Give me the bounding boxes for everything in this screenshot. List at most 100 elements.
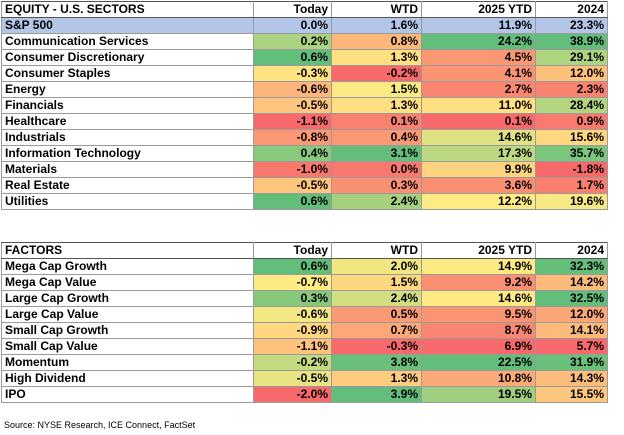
value-cell: -0.5% [253, 370, 332, 387]
factors-header-row: FACTORS Today WTD 2025 YTD 2024 [1, 242, 608, 259]
value-cell: 1.3% [331, 49, 422, 66]
value-cell: -0.8% [253, 129, 332, 146]
value-cell: 14.6% [421, 290, 536, 307]
value-cell: 1.3% [331, 97, 422, 114]
row-label: Large Cap Growth [1, 290, 254, 307]
table-row: Mega Cap Value -0.7% 1.5% 9.2% 14.2% [1, 274, 608, 291]
value-cell: 4.5% [421, 49, 536, 66]
value-cell: 6.9% [421, 338, 536, 355]
table-row: High Dividend -0.5% 1.3% 10.8% 14.3% [1, 370, 608, 387]
sectors-table-body: EQUITY - U.S. SECTORS Today WTD 2025 YTD 202… [1, 1, 608, 210]
value-cell: 1.7% [535, 177, 608, 194]
row-label: Momentum [1, 354, 254, 371]
table-row: Real Estate -0.5% 0.3% 3.6% 1.7% [1, 177, 608, 194]
sectors-title: EQUITY - U.S. SECTORS [1, 1, 254, 18]
value-cell: 14.2% [535, 274, 608, 291]
value-cell: 5.7% [535, 338, 608, 355]
table-row: Small Cap Growth -0.9% 0.7% 8.7% 14.1% [1, 322, 608, 339]
value-cell: 1.3% [331, 370, 422, 387]
value-cell: -0.5% [253, 177, 332, 194]
value-cell: 0.3% [331, 177, 422, 194]
table-row: Utilities 0.6% 2.4% 12.2% 19.6% [1, 193, 608, 210]
value-cell: 17.3% [421, 145, 536, 162]
value-cell: 10.8% [421, 370, 536, 387]
row-label: Real Estate [1, 177, 254, 194]
value-cell: 22.5% [421, 354, 536, 371]
table-row: Healthcare -1.1% 0.1% 0.1% 0.9% [1, 113, 608, 130]
table-row: Consumer Discretionary 0.6% 1.3% 4.5% 29.1% [1, 49, 608, 66]
row-label: Consumer Discretionary [1, 49, 254, 66]
value-cell: 0.2% [253, 33, 332, 50]
value-cell: -0.7% [253, 274, 332, 291]
value-cell: 0.8% [331, 33, 422, 50]
table-row: Momentum -0.2% 3.8% 22.5% 31.9% [1, 354, 608, 371]
factors-table-body: FACTORS Today WTD 2025 YTD 2024 Mega Cap Grow… [1, 242, 608, 403]
value-cell: 0.3% [253, 290, 332, 307]
row-label: Energy [1, 81, 254, 98]
row-label: Small Cap Growth [1, 322, 254, 339]
value-cell: 1.5% [331, 81, 422, 98]
value-cell: 15.5% [535, 386, 608, 403]
table-row: Energy -0.6% 1.5% 2.7% 2.3% [1, 81, 608, 98]
value-cell: -1.1% [253, 113, 332, 130]
value-cell: 28.4% [535, 97, 608, 114]
value-cell: 0.1% [331, 113, 422, 130]
sectors-table: EQUITY - U.S. SECTORS Today WTD 2025 YTD 202… [1, 1, 608, 210]
value-cell: 2.0% [331, 258, 422, 275]
value-cell: 0.0% [253, 17, 332, 34]
value-cell: -0.2% [253, 354, 332, 371]
value-cell: 0.0% [331, 161, 422, 178]
value-cell: 2.4% [331, 290, 422, 307]
column-header: 2025 YTD [421, 242, 536, 259]
value-cell: -0.9% [253, 322, 332, 339]
benchmark-row: S&P 500 0.0% 1.6% 11.9% 23.3% [1, 17, 608, 34]
value-cell: 3.6% [421, 177, 536, 194]
value-cell: 31.9% [535, 354, 608, 371]
value-cell: 14.1% [535, 322, 608, 339]
table-row: Small Cap Value -1.1% -0.3% 6.9% 5.7% [1, 338, 608, 355]
value-cell: 2.4% [331, 193, 422, 210]
column-header: Today [253, 1, 332, 18]
value-cell: 9.2% [421, 274, 536, 291]
row-label: Materials [1, 161, 254, 178]
column-header: 2025 YTD [421, 1, 536, 18]
row-label: IPO [1, 386, 254, 403]
table-row: Information Technology 0.4% 3.1% 17.3% 35.7% [1, 145, 608, 162]
row-label: Communication Services [1, 33, 254, 50]
value-cell: 0.7% [331, 322, 422, 339]
value-cell: 14.9% [421, 258, 536, 275]
value-cell: 2.7% [421, 81, 536, 98]
value-cell: -0.3% [253, 65, 332, 82]
column-header: WTD [331, 1, 422, 18]
value-cell: 32.5% [535, 290, 608, 307]
row-label: Small Cap Value [1, 338, 254, 355]
value-cell: 38.9% [535, 33, 608, 50]
row-label: Mega Cap Value [1, 274, 254, 291]
value-cell: 15.6% [535, 129, 608, 146]
value-cell: 0.5% [331, 306, 422, 323]
value-cell: 8.7% [421, 322, 536, 339]
column-header: WTD [331, 242, 422, 259]
table-row: Communication Services 0.2% 0.8% 24.2% 38.9% [1, 33, 608, 50]
table-row: Financials -0.5% 1.3% 11.0% 28.4% [1, 97, 608, 114]
row-label: Information Technology [1, 145, 254, 162]
table-row: Mega Cap Growth 0.6% 2.0% 14.9% 32.3% [1, 258, 608, 275]
value-cell: 3.9% [331, 386, 422, 403]
value-cell: 19.5% [421, 386, 536, 403]
table-row: Materials -1.0% 0.0% 9.9% -1.8% [1, 161, 608, 178]
value-cell: -0.6% [253, 306, 332, 323]
value-cell: 12.0% [535, 306, 608, 323]
source-note: Source: NYSE Research, ICE Connect, Fact… [4, 420, 196, 430]
value-cell: 11.0% [421, 97, 536, 114]
column-header: Today [253, 242, 332, 259]
value-cell: 0.4% [253, 145, 332, 162]
table-row: IPO -2.0% 3.9% 19.5% 15.5% [1, 386, 608, 403]
column-header: 2024 [535, 242, 608, 259]
value-cell: 4.1% [421, 65, 536, 82]
value-cell: 0.9% [535, 113, 608, 130]
row-label: Consumer Staples [1, 65, 254, 82]
value-cell: 35.7% [535, 145, 608, 162]
value-cell: 0.6% [253, 49, 332, 66]
value-cell: -0.3% [331, 338, 422, 355]
row-label: Utilities [1, 193, 254, 210]
